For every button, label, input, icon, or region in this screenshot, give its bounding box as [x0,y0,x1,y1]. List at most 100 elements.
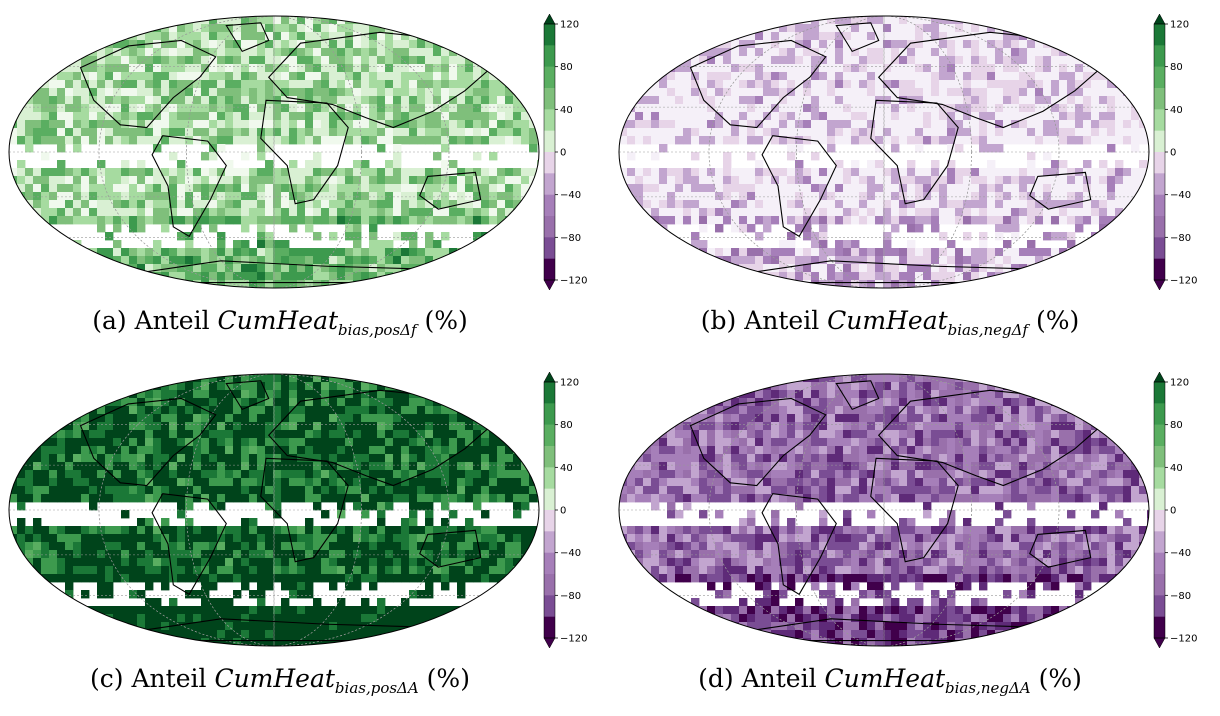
landmass-outline [225,22,270,53]
colorbar-segment [1154,109,1165,131]
colorbar-segment [544,216,555,238]
colorbar-tick-label: −40 [1170,190,1191,201]
caption-a-suffix: (%) [416,306,468,335]
colorbar-d: 120 80 40 0 −40 −80 −120 [1153,371,1197,649]
colorbar-tick-label: −120 [1170,276,1197,287]
colorbar-extend-bottom [1153,279,1166,291]
map-d: 120 80 40 0 −40 −80 −120 [618,371,1197,649]
colorbar-tick-label: 80 [560,62,573,73]
landmass-outline [151,135,227,238]
caption-b-math: CumHeat [827,306,948,335]
colorbar-segment [544,382,555,404]
colorbar-segment [544,88,555,110]
colorbar-segment [1154,66,1165,89]
caption-d: (d) Anteil CumHeatbias,negΔA (%) [610,664,1170,697]
caption-d-math: CumHeat [824,664,946,693]
colorbar-segment [544,194,555,217]
colorbar-tick-label: 0 [1170,148,1176,159]
caption-d-prefix: (d) Anteil [698,664,825,693]
colorbar-segment [544,66,555,89]
colorbar-tick-label: −40 [560,548,581,559]
colorbar-extend-bottom [1153,637,1166,649]
colorbar-segment [544,152,555,174]
colorbar-segment [544,531,555,553]
colorbar-tick-label: 80 [560,420,573,431]
colorbar-segment [1154,616,1165,639]
caption-b-prefix: (b) Anteil [700,306,828,335]
panel-b: 120 80 40 0 −40 −80 −120 (b) Anteil CumHeatbia… [610,0,1220,358]
colorbar-segment [1154,467,1165,489]
colorbar-extend-top [543,13,556,25]
landmass-outline [260,457,349,563]
colorbar-segment [544,595,555,617]
map-field-d [619,374,1149,646]
colorbar-tick-label: 120 [1170,378,1189,389]
landmass-outline [761,135,837,238]
colorbar-tick-label: 80 [1170,62,1183,73]
map-b: 120 80 40 0 −40 −80 −120 [618,13,1197,291]
colorbar-segment [1154,403,1165,425]
colorbar-tick-label: −40 [1170,548,1191,559]
caption-c-sub: bias,posΔA [334,679,419,697]
colorbar-tick-label: 40 [1170,105,1183,116]
colorbar-tick-label: 0 [560,506,566,517]
caption-a-sub: bias,posΔf [338,321,417,339]
colorbar-extend-top [543,371,556,383]
landmass-outline [1029,529,1092,568]
colorbar-segment [1154,237,1165,259]
panel-a: 120 80 40 0 −40 −80 −120 (a) Anteil CumHeatbia… [0,0,610,358]
landmass-outline [79,397,217,487]
colorbar-tick-label: 120 [1170,20,1189,31]
map-border-c [8,373,540,647]
colorbar-segment [1154,130,1165,153]
colorbar-segment [544,510,555,532]
colorbar-segment [1154,258,1165,281]
colorbar-tick-label: 40 [1170,463,1183,474]
colorbar-segment [1154,152,1165,174]
caption-a-prefix: (a) Anteil [92,306,218,335]
caption-c: (c) Anteil CumHeatbias,posΔA (%) [0,664,560,697]
colorbar-segment [544,574,555,596]
caption-b: (b) Anteil CumHeatbias,negΔf (%) [610,306,1170,339]
colorbar-segment [1154,424,1165,447]
caption-c-prefix: (c) Anteil [90,664,215,693]
colorbar-segment [544,424,555,447]
colorbar-segment [544,488,555,511]
landmass-outline [689,397,827,487]
colorbar-tick-label: 40 [560,463,573,474]
colorbar-tick-label: −80 [1170,591,1191,602]
caption-a: (a) Anteil CumHeatbias,posΔf (%) [0,306,560,339]
colorbar-tick-label: −120 [560,276,587,287]
colorbar-tick-label: 120 [560,378,579,389]
panel-c: 120 80 40 0 −40 −80 −120 (c) Anteil CumHeatbia… [0,358,610,716]
colorbar-a: 120 80 40 0 −40 −80 −120 [543,13,587,291]
colorbar-segment [1154,552,1165,575]
landmass-outline [79,39,217,129]
colorbar-segment [544,237,555,259]
colorbar-tick-label: 0 [1170,506,1176,517]
landmass-outline [870,457,959,563]
caption-b-sub: bias,negΔf [947,321,1028,339]
landmass-outline [151,493,227,596]
landmass-outline [260,99,349,205]
landmass-outline [225,380,270,411]
caption-d-suffix: (%) [1030,664,1082,693]
colorbar-segment [544,173,555,195]
landmass-outline [835,380,880,411]
colorbar-segment [1154,45,1165,67]
map-border-d [618,373,1150,647]
colorbar-extend-top [1153,13,1166,25]
colorbar-tick-label: 80 [1170,420,1183,431]
colorbar-segment [544,467,555,489]
landmass-outline [419,171,482,210]
caption-a-math: CumHeat [217,306,339,335]
colorbar-segment [544,616,555,639]
colorbar-extend-bottom [543,637,556,649]
colorbar-segment [544,258,555,281]
colorbar-segment [1154,216,1165,238]
caption-c-suffix: (%) [418,664,470,693]
map-a: 120 80 40 0 −40 −80 −120 [8,13,587,291]
colorbar-segment [1154,173,1165,195]
colorbar-tick-label: −40 [560,190,581,201]
colorbar-segment [544,45,555,67]
